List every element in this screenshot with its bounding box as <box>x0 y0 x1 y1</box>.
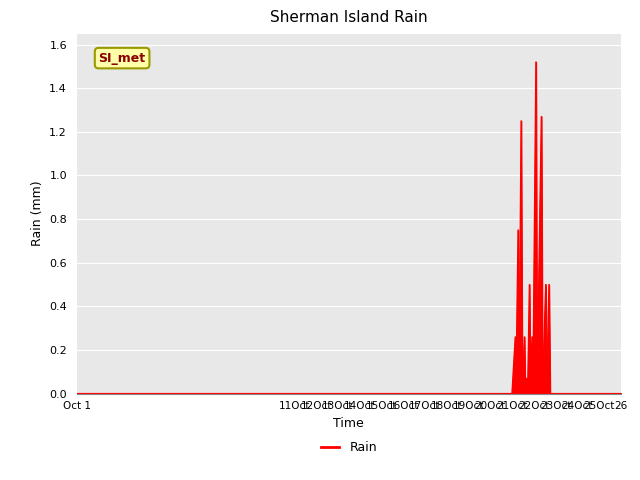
Rain <box>523 375 531 381</box>
Rain <box>486 391 494 396</box>
Rain <box>533 391 541 396</box>
Rain <box>399 391 407 396</box>
Rain <box>527 391 534 396</box>
Rain <box>443 391 451 396</box>
Rain <box>532 59 540 65</box>
Rain <box>542 282 550 288</box>
Rain <box>617 391 625 396</box>
Rain <box>378 391 385 396</box>
Rain <box>552 391 559 396</box>
Rain <box>518 391 526 396</box>
Rain <box>538 114 545 120</box>
Rain <box>573 391 581 396</box>
Rain <box>512 391 520 396</box>
Rain <box>525 282 533 288</box>
Rain <box>524 391 531 396</box>
Legend: Rain: Rain <box>316 436 382 459</box>
Rain <box>539 391 547 396</box>
Rain <box>517 118 525 124</box>
Text: SI_met: SI_met <box>99 51 146 65</box>
Rain <box>520 334 528 340</box>
Rain <box>521 391 529 396</box>
Rain <box>291 391 298 396</box>
Rain <box>528 334 536 340</box>
Rain <box>511 334 519 340</box>
Rain <box>73 391 81 396</box>
Y-axis label: Rain (mm): Rain (mm) <box>31 181 44 246</box>
Line: Rain: Rain <box>77 62 621 394</box>
Rain <box>508 391 516 396</box>
Rain <box>515 391 523 396</box>
Rain <box>515 227 522 233</box>
Title: Sherman Island Rain: Sherman Island Rain <box>270 11 428 25</box>
X-axis label: Time: Time <box>333 417 364 430</box>
Rain <box>543 391 550 396</box>
Rain <box>465 391 472 396</box>
Rain <box>595 391 603 396</box>
Rain <box>356 391 364 396</box>
Rain <box>334 391 342 396</box>
Rain <box>529 391 537 396</box>
Rain <box>421 391 429 396</box>
Rain <box>547 391 554 396</box>
Rain <box>312 391 320 396</box>
Rain <box>545 282 553 288</box>
